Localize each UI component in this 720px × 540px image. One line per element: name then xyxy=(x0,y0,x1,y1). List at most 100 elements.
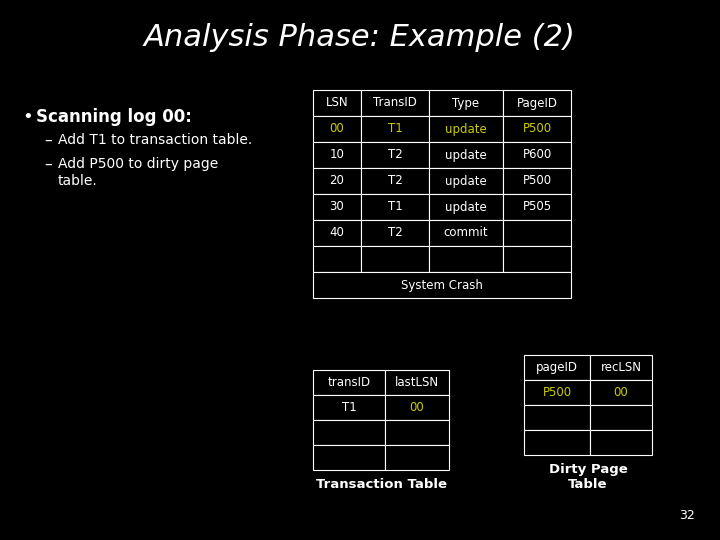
Bar xyxy=(590,430,652,455)
Bar xyxy=(503,90,571,116)
Text: update: update xyxy=(445,148,487,161)
Bar xyxy=(590,405,652,430)
Bar xyxy=(313,445,385,470)
Bar xyxy=(503,168,571,194)
Text: Analysis Phase: Example (2): Analysis Phase: Example (2) xyxy=(144,24,576,52)
Bar xyxy=(429,220,503,246)
Bar xyxy=(313,168,361,194)
Text: PageID: PageID xyxy=(516,97,557,110)
Text: recLSN: recLSN xyxy=(600,361,642,374)
Text: update: update xyxy=(445,123,487,136)
Bar xyxy=(429,246,503,272)
Bar xyxy=(503,116,571,142)
Text: LSN: LSN xyxy=(325,97,348,110)
Bar xyxy=(503,246,571,272)
Bar xyxy=(313,272,571,298)
Bar xyxy=(361,246,429,272)
Text: P500: P500 xyxy=(523,123,552,136)
Bar xyxy=(524,355,590,380)
Text: 20: 20 xyxy=(330,174,344,187)
Bar xyxy=(313,220,361,246)
Bar xyxy=(313,194,361,220)
Bar xyxy=(503,220,571,246)
Bar xyxy=(313,90,361,116)
Text: T1: T1 xyxy=(341,401,356,414)
Text: Scanning log 00:: Scanning log 00: xyxy=(36,108,192,126)
Bar xyxy=(313,395,385,420)
Bar xyxy=(313,370,385,395)
Bar xyxy=(429,90,503,116)
Text: lastLSN: lastLSN xyxy=(395,376,439,389)
Bar xyxy=(313,142,361,168)
Bar xyxy=(503,220,571,246)
Bar xyxy=(313,168,361,194)
Bar xyxy=(503,142,571,168)
Bar xyxy=(385,395,449,420)
Text: Dirty Page
Table: Dirty Page Table xyxy=(549,463,627,491)
Bar xyxy=(313,194,361,220)
Bar xyxy=(313,420,385,445)
Text: 10: 10 xyxy=(330,148,344,161)
Bar xyxy=(524,355,590,380)
Text: 00: 00 xyxy=(330,123,344,136)
Bar xyxy=(524,405,590,430)
Text: 00: 00 xyxy=(410,401,424,414)
Bar xyxy=(313,246,361,272)
Bar xyxy=(361,168,429,194)
Text: T2: T2 xyxy=(387,226,402,240)
Bar xyxy=(590,355,652,380)
Bar xyxy=(524,380,590,405)
Text: Transaction Table: Transaction Table xyxy=(315,478,446,491)
Text: 40: 40 xyxy=(330,226,344,240)
Bar xyxy=(361,194,429,220)
Text: P505: P505 xyxy=(523,200,552,213)
Bar xyxy=(385,420,449,445)
Text: 30: 30 xyxy=(330,200,344,213)
Bar xyxy=(385,420,449,445)
Bar xyxy=(429,90,503,116)
Bar xyxy=(385,445,449,470)
Bar xyxy=(361,168,429,194)
Bar xyxy=(361,116,429,142)
Text: T2: T2 xyxy=(387,148,402,161)
Bar xyxy=(385,370,449,395)
Text: T1: T1 xyxy=(387,200,402,213)
Bar xyxy=(429,220,503,246)
Bar xyxy=(313,116,361,142)
Bar xyxy=(429,116,503,142)
Bar xyxy=(429,168,503,194)
Bar xyxy=(429,168,503,194)
Bar xyxy=(524,380,590,405)
Bar xyxy=(385,395,449,420)
Bar xyxy=(503,142,571,168)
Bar xyxy=(361,116,429,142)
Text: transID: transID xyxy=(328,376,371,389)
Bar xyxy=(429,116,503,142)
Bar xyxy=(313,116,361,142)
Bar xyxy=(503,194,571,220)
Text: P500: P500 xyxy=(542,386,572,399)
Bar xyxy=(429,142,503,168)
Bar xyxy=(429,194,503,220)
Bar xyxy=(361,220,429,246)
Bar xyxy=(590,380,652,405)
Text: Type: Type xyxy=(452,97,480,110)
Text: pageID: pageID xyxy=(536,361,578,374)
Bar xyxy=(429,142,503,168)
Text: T2: T2 xyxy=(387,174,402,187)
Bar xyxy=(313,142,361,168)
Bar xyxy=(361,220,429,246)
Bar xyxy=(503,246,571,272)
Bar xyxy=(385,445,449,470)
Bar xyxy=(313,420,385,445)
Text: Add T1 to transaction table.: Add T1 to transaction table. xyxy=(58,133,252,147)
Bar xyxy=(385,370,449,395)
Bar xyxy=(313,445,385,470)
Bar xyxy=(313,272,571,298)
Bar xyxy=(361,90,429,116)
Text: System Crash: System Crash xyxy=(401,279,483,292)
Bar xyxy=(590,405,652,430)
Bar xyxy=(524,430,590,455)
Bar xyxy=(313,370,385,395)
Bar xyxy=(361,246,429,272)
